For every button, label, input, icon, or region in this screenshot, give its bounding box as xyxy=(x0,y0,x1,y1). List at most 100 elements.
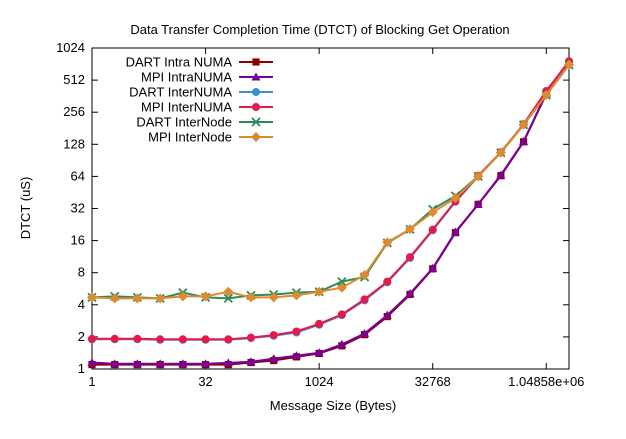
data-point xyxy=(246,357,256,366)
data-point xyxy=(223,286,234,297)
data-point xyxy=(314,286,325,297)
data-point xyxy=(132,359,142,368)
legend-item: DART InterNode xyxy=(136,115,273,130)
data-point xyxy=(496,170,506,179)
x-tick-label: 1 xyxy=(88,374,95,389)
series-layer xyxy=(87,57,574,369)
legend-item: DART Intra NUMA xyxy=(126,55,273,70)
data-point xyxy=(155,293,166,304)
data-point xyxy=(201,359,211,368)
data-point xyxy=(292,327,301,336)
data-point xyxy=(428,263,438,272)
legend-item: MPI InterNode xyxy=(148,130,273,145)
series-line xyxy=(91,61,570,365)
data-point xyxy=(269,354,279,363)
data-point xyxy=(473,171,484,182)
y-tick-label: 256 xyxy=(63,104,85,119)
y-tick-label: 8 xyxy=(78,265,85,280)
data-point xyxy=(156,335,165,344)
legend-label: DART Intra NUMA xyxy=(126,55,233,70)
data-point xyxy=(268,292,279,303)
data-point xyxy=(382,310,392,319)
data-point xyxy=(178,335,187,344)
data-point xyxy=(564,59,574,70)
data-point xyxy=(110,359,120,368)
data-point xyxy=(133,334,142,343)
x-axis-title: Message Size (Bytes) xyxy=(270,398,396,413)
y-axis-title: DTCT (uS) xyxy=(18,177,33,240)
data-point xyxy=(87,358,97,367)
data-point xyxy=(88,334,96,343)
data-point xyxy=(177,291,188,302)
data-point xyxy=(405,224,415,235)
y-tick-label: 512 xyxy=(63,72,85,87)
legend-label: DART InterNode xyxy=(136,115,232,130)
legend-marker xyxy=(251,117,261,127)
data-point xyxy=(519,136,529,145)
data-point xyxy=(495,147,506,158)
y-tick-label: 1024 xyxy=(56,40,85,55)
y-tick-label: 64 xyxy=(71,168,85,183)
legend-marker xyxy=(251,72,261,81)
data-point xyxy=(247,333,255,342)
data-point xyxy=(450,227,460,236)
data-point xyxy=(337,276,347,287)
legend-label: DART InterNUMA xyxy=(129,85,232,100)
data-point xyxy=(200,291,211,302)
y-tick-label: 32 xyxy=(71,201,85,216)
data-point xyxy=(224,335,233,344)
data-point xyxy=(87,292,97,303)
data-point xyxy=(223,358,233,367)
data-point xyxy=(314,348,324,357)
x-tick-label: 1.04858e+06 xyxy=(508,374,584,389)
data-point xyxy=(109,293,120,304)
y-tick-label: 2 xyxy=(78,329,85,344)
data-point xyxy=(315,319,324,328)
data-point xyxy=(337,310,346,319)
data-point xyxy=(383,277,392,286)
data-point xyxy=(291,290,302,301)
legend-item: MPI IntraNUMA xyxy=(141,70,273,85)
legend-item: MPI InterNUMA xyxy=(141,100,273,115)
data-point xyxy=(110,334,119,343)
data-point xyxy=(269,331,278,340)
series-line xyxy=(91,64,570,300)
legend-item: DART InterNUMA xyxy=(129,85,273,100)
data-point xyxy=(246,292,256,303)
legend-marker xyxy=(252,103,260,111)
data-point xyxy=(155,359,165,368)
y-tick-label: 1 xyxy=(78,361,85,376)
x-tick-label: 32768 xyxy=(415,374,451,389)
series-6 xyxy=(87,59,574,304)
data-point xyxy=(541,89,552,100)
data-point xyxy=(336,282,347,293)
legend-label: MPI IntraNUMA xyxy=(141,70,232,85)
data-point xyxy=(132,293,143,304)
data-point xyxy=(178,359,188,368)
x-tick-label: 1024 xyxy=(305,374,334,389)
data-point xyxy=(291,351,301,360)
legend-marker xyxy=(252,88,260,96)
legend-marker xyxy=(251,132,261,142)
legend-label: MPI InterNUMA xyxy=(141,100,232,115)
legend-label: MPI InterNode xyxy=(148,130,232,145)
data-point xyxy=(223,293,233,303)
data-point xyxy=(359,270,370,281)
legend-marker xyxy=(252,58,260,66)
data-point xyxy=(428,225,437,234)
data-point xyxy=(382,237,393,248)
chart-title: Data Transfer Completion Time (DTCT) of … xyxy=(130,22,509,37)
data-point xyxy=(360,329,370,338)
data-point xyxy=(337,339,347,348)
data-point xyxy=(406,253,414,262)
y-tick-label: 4 xyxy=(78,297,85,312)
data-point xyxy=(201,335,210,344)
data-point xyxy=(427,207,438,218)
y-tick-label: 128 xyxy=(63,136,85,151)
data-point xyxy=(450,193,461,204)
y-tick-label: 16 xyxy=(71,233,85,248)
data-point xyxy=(473,199,483,208)
x-tick-label: 32 xyxy=(198,374,212,389)
